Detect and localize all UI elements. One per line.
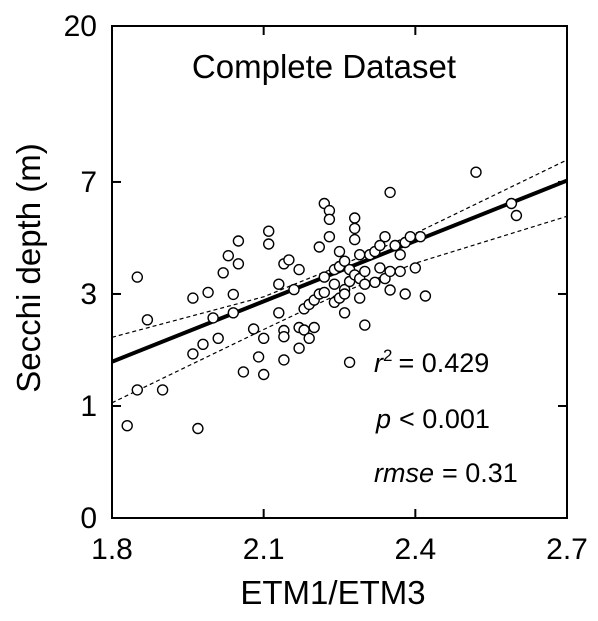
data-point [354, 248, 366, 261]
confidence-band-lower [111, 215, 568, 404]
data-point [263, 238, 275, 250]
rmse-value: = 0.31 [442, 458, 518, 488]
data-point [258, 332, 270, 344]
x-tick-label: 1.8 [91, 533, 133, 566]
y-tick-label: 0 [80, 502, 97, 535]
x-tick-label: 2.1 [243, 533, 285, 566]
data-point [338, 307, 351, 319]
data-point [384, 265, 396, 278]
data-point [338, 288, 351, 300]
data-point [278, 331, 290, 343]
data-point [192, 422, 204, 435]
data-point [232, 235, 245, 247]
data-point [505, 197, 518, 210]
plot-frame [111, 25, 568, 519]
chart-title: Complete Dataset [192, 48, 456, 85]
data-point [293, 263, 305, 276]
p-value-annotation: p < 0.001 [375, 404, 490, 434]
data-point [288, 283, 300, 296]
data-point [343, 356, 356, 368]
data-point [283, 254, 295, 266]
data-point [141, 314, 154, 326]
data-point [222, 249, 235, 262]
data-point [303, 332, 315, 344]
y-tick-label: 20 [64, 10, 97, 43]
data-point [419, 290, 432, 302]
x-tick-label: 2.7 [546, 533, 588, 566]
data-point [217, 267, 229, 279]
data-point [354, 292, 366, 304]
data-point [374, 239, 386, 252]
data-point [227, 288, 240, 301]
data-point [263, 225, 275, 237]
data-point [207, 312, 219, 324]
y-tick-label: 1 [80, 390, 97, 423]
data-point [359, 265, 371, 278]
x-tick-label: 2.4 [394, 533, 436, 566]
data-point [252, 351, 265, 363]
data-point [389, 239, 401, 252]
data-point [202, 286, 214, 299]
data-point [394, 248, 406, 261]
data-point [247, 323, 260, 335]
data-point [318, 271, 330, 283]
data-point [409, 262, 421, 274]
data-point [237, 366, 250, 378]
data-point [293, 342, 305, 354]
data-point [278, 354, 290, 366]
data-point [333, 245, 346, 258]
data-point [359, 319, 371, 331]
r-squared-annotation: r2 = 0.429 [374, 346, 489, 378]
data-point [227, 307, 240, 319]
data-point [394, 265, 406, 278]
data-point [384, 284, 396, 296]
data-point [131, 271, 144, 283]
p-value: < 0.001 [399, 404, 490, 434]
r-squared-value: = 0.429 [398, 348, 489, 378]
p-symbol: p [375, 404, 391, 434]
data-point [349, 222, 361, 235]
data-point [404, 230, 416, 243]
data-point [121, 420, 133, 432]
data-point [374, 262, 386, 274]
data-point [349, 233, 361, 246]
data-point [131, 384, 144, 396]
r-squared-symbol: r [374, 348, 384, 378]
data-point [187, 348, 199, 360]
data-point [212, 332, 224, 344]
data-point [323, 230, 336, 243]
data-point [308, 321, 320, 334]
data-point [379, 230, 391, 243]
y-axis-label: Secchi depth (m) [10, 143, 47, 392]
data-point [369, 276, 381, 288]
data-point [470, 166, 482, 178]
rmse-symbol: rmse [374, 458, 434, 488]
data-point [232, 258, 245, 270]
data-point [384, 186, 396, 199]
data-point [338, 255, 351, 267]
x-axis-label: ETM1/ETM3 [240, 574, 425, 611]
data-point [323, 213, 336, 226]
rmse-annotation: rmse = 0.31 [374, 458, 518, 488]
data-point [318, 286, 330, 299]
data-point [414, 230, 427, 243]
data-point [273, 278, 285, 290]
data-point [273, 307, 285, 319]
y-tick-label: 7 [80, 166, 97, 199]
data-point [187, 292, 199, 304]
data-point [510, 209, 523, 222]
y-tick-label: 3 [80, 278, 97, 311]
data-point [349, 212, 361, 224]
r-squared-exponent: 2 [383, 346, 392, 365]
data-point [156, 384, 169, 396]
data-point [313, 241, 325, 253]
data-point [197, 338, 209, 350]
data-point [328, 278, 341, 290]
data-point [399, 288, 411, 300]
data-point [258, 368, 270, 381]
data-point [359, 278, 371, 290]
